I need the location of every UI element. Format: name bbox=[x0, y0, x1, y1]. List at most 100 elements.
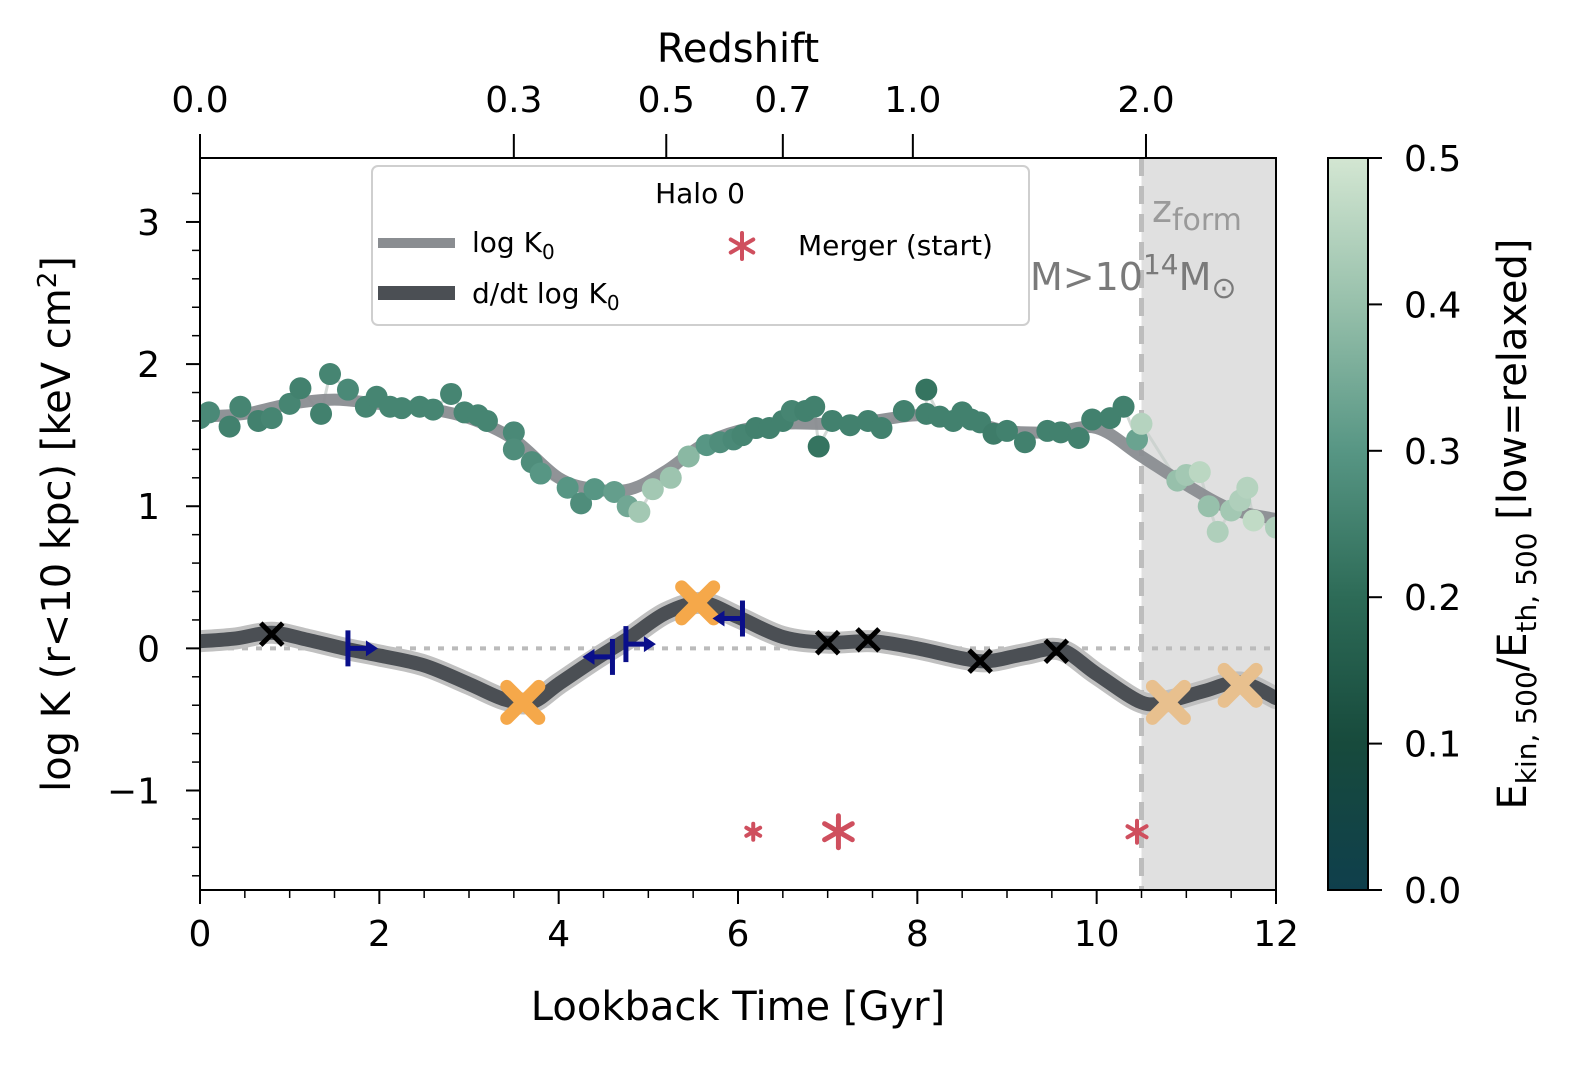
y-tick-label: 2 bbox=[137, 345, 160, 386]
logk-scatter-point bbox=[319, 363, 342, 386]
logk-scatter-point bbox=[278, 392, 301, 415]
colorbar-tick-label: 0.0 bbox=[1404, 871, 1461, 912]
plot-area bbox=[199, 157, 1277, 891]
top-tick-label: 0.5 bbox=[638, 80, 695, 121]
logk-scatter-point bbox=[628, 500, 651, 523]
logk-scatter-point bbox=[821, 409, 844, 432]
orange-x-marker bbox=[500, 679, 546, 725]
logk-scatter-point bbox=[200, 401, 220, 424]
y-tick-label: 0 bbox=[137, 629, 160, 670]
legend-box bbox=[371, 165, 1030, 326]
colorbar-title: Ekin, 500/Eth, 500 [low=relaxed] bbox=[1490, 239, 1543, 810]
logk-scatter-point bbox=[677, 445, 700, 468]
y-tick-label: 3 bbox=[137, 203, 160, 244]
top-tick-label: 2.0 bbox=[1117, 80, 1174, 121]
logk-scatter-point bbox=[1242, 509, 1265, 532]
x-axis-title: Lookback Time [Gyr] bbox=[531, 984, 945, 1030]
merger-star-swatch bbox=[728, 231, 756, 261]
logk-scatter-point bbox=[1188, 461, 1211, 484]
colorbar-tick-label: 0.2 bbox=[1404, 578, 1461, 619]
legend-label-merger: Merger (start) bbox=[798, 229, 993, 262]
mass-annotation: M>1014M⊙ bbox=[1030, 248, 1237, 306]
colorbar-tick-label: 0.5 bbox=[1404, 139, 1461, 180]
logk-scatter-point bbox=[570, 492, 593, 515]
logk-scatter-point bbox=[336, 378, 359, 401]
black-x-marker bbox=[1043, 638, 1070, 664]
left-arrow-marker bbox=[712, 600, 745, 637]
left-arrow-marker bbox=[582, 638, 615, 675]
top-tick-label: 0.0 bbox=[171, 80, 228, 121]
logk-scatter-point bbox=[583, 478, 606, 501]
colorbar-tick-label: 0.4 bbox=[1404, 285, 1461, 326]
logk-scatter-point bbox=[1236, 476, 1259, 499]
logk-scatter-point bbox=[440, 382, 463, 405]
legend: Halo 0 log K0 d/dt log K0 Merger (start) bbox=[371, 165, 1030, 326]
colorbar-tick-label: 0.3 bbox=[1404, 432, 1461, 473]
legend-label-logk: log K0 bbox=[472, 226, 555, 264]
logk-scatter-point bbox=[807, 435, 830, 458]
logk-scatter-point bbox=[390, 397, 413, 420]
orange-x-marker bbox=[675, 580, 721, 626]
black-x-marker bbox=[855, 627, 881, 653]
logk-scatter-point bbox=[1265, 516, 1276, 539]
top-tick-label: 0.7 bbox=[754, 80, 811, 121]
right-arrow-marker bbox=[345, 630, 378, 667]
top-axis-title: Redshift bbox=[657, 26, 819, 72]
logk-scatter-point bbox=[1067, 427, 1090, 450]
logk-scatter-point bbox=[915, 378, 938, 401]
y-axis: −1 0 1 2 3 bbox=[107, 192, 200, 877]
logk-scatter-point bbox=[641, 478, 664, 501]
merger-star-marker bbox=[744, 821, 763, 842]
svg-text:zform: zform bbox=[1152, 187, 1242, 238]
black-x-marker bbox=[814, 629, 841, 656]
x-tick-label: 2 bbox=[368, 914, 391, 955]
logk-scatter-point bbox=[502, 421, 525, 444]
logk-scatter-point bbox=[475, 409, 498, 432]
top-axis: 0.0 0.3 0.5 0.7 1.0 2.0 bbox=[171, 80, 1175, 158]
logk-scatter-point bbox=[289, 377, 312, 400]
logk-scatter-point bbox=[870, 417, 893, 440]
orange-x-marker bbox=[1145, 679, 1191, 725]
logk-scatter-point bbox=[529, 462, 552, 485]
black-x-marker bbox=[967, 648, 993, 674]
black-x-marker bbox=[258, 621, 285, 647]
logk-scatter-point bbox=[229, 395, 252, 418]
logk-scatter-point bbox=[1013, 431, 1036, 454]
logk-scatter-point bbox=[1112, 395, 1135, 418]
orange-x-marker bbox=[1217, 662, 1263, 708]
colorbar: 0.0 0.1 0.2 0.3 0.4 0.5 Ekin, 500/Eth, 500 [l… bbox=[1327, 139, 1543, 912]
legend-title: Halo 0 bbox=[655, 177, 745, 210]
zform-annotation: zform bbox=[1152, 187, 1242, 238]
x-axis: 0 2 4 6 8 10 12 bbox=[189, 890, 1299, 955]
logk-scatter-point bbox=[260, 407, 283, 430]
logk-scatter-point bbox=[218, 415, 241, 438]
right-arrow-marker bbox=[623, 626, 656, 663]
y-axis-title: log K (r<10 kpc) [keV cm2] bbox=[33, 256, 80, 792]
x-tick-label: 12 bbox=[1253, 914, 1299, 955]
top-tick-label: 1.0 bbox=[884, 80, 941, 121]
logk-scatter-point bbox=[310, 402, 333, 425]
logk-scatter-point bbox=[996, 419, 1018, 442]
x-tick-label: 8 bbox=[906, 914, 929, 955]
logk-scatter-point bbox=[1197, 495, 1220, 518]
logk-scatter-point bbox=[1206, 520, 1229, 543]
logk-scatter-point bbox=[502, 438, 525, 461]
x-tick-label: 4 bbox=[547, 914, 570, 955]
colorbar-gradient bbox=[1327, 157, 1369, 891]
top-tick-label: 0.3 bbox=[485, 80, 542, 121]
logk-scatter-point bbox=[556, 476, 579, 499]
logk-scatter-point bbox=[1081, 408, 1104, 431]
y-tick-label: −1 bbox=[107, 772, 160, 813]
merger-star-marker bbox=[1125, 818, 1149, 845]
dlogk-smoothed-line bbox=[200, 595, 1276, 712]
legend-label-dlogk: d/dt log K0 bbox=[472, 277, 620, 315]
x-tick-label: 0 bbox=[189, 914, 212, 955]
merger-star-marker bbox=[822, 813, 855, 851]
colorbar-tick-label: 0.1 bbox=[1404, 725, 1461, 766]
svg-text:M>1014M⊙: M>1014M⊙ bbox=[1030, 248, 1237, 306]
logk-scatter-point bbox=[659, 466, 682, 489]
x-tick-label: 10 bbox=[1074, 914, 1120, 955]
logk-scatter-point bbox=[1130, 412, 1153, 435]
logk-scatter-point bbox=[603, 481, 626, 504]
